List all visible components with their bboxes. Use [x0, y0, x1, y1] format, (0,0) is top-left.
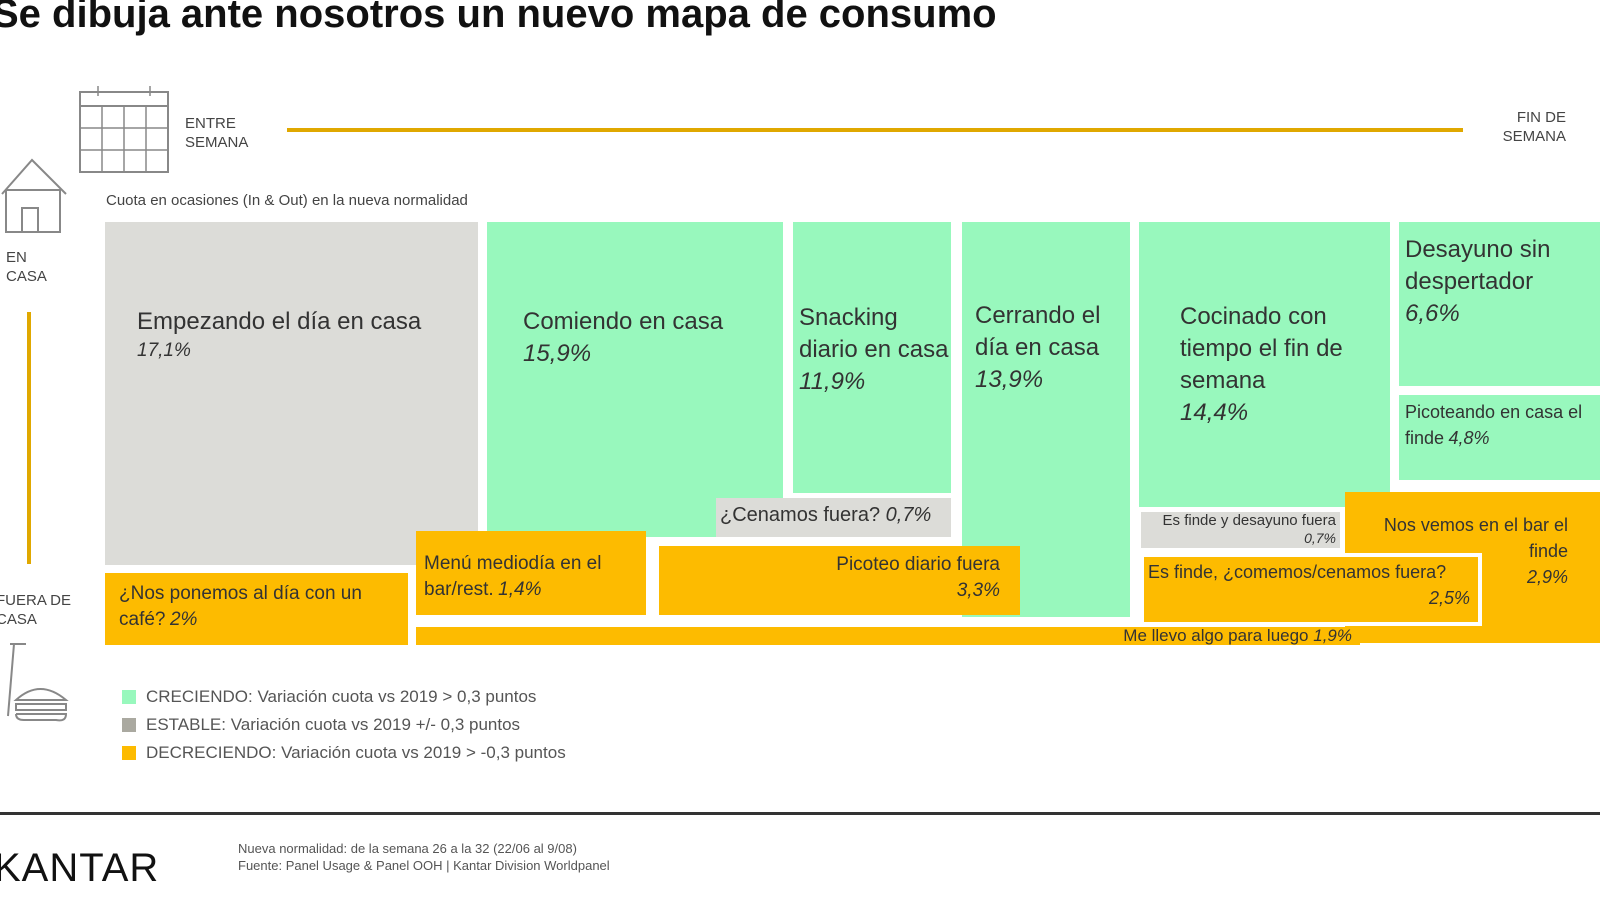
weekend-label: FIN DE SEMANA	[1502, 109, 1566, 145]
cell-cocinado: Cocinado con tiempo el fin de semana 14,4…	[1139, 222, 1390, 507]
legend-label: ESTABLE: Variación cuota vs 2019 +/- 0,3…	[146, 715, 521, 734]
legend-label: CRECIENDO: Variación cuota vs 2019 > 0,3…	[146, 687, 537, 706]
legend-swatch	[122, 690, 136, 704]
legend: CRECIENDO: Variación cuota vs 2019 > 0,3…	[122, 683, 566, 767]
chart-subtitle: Cuota en ocasiones (In & Out) en la nuev…	[106, 192, 468, 209]
home-out-axis	[27, 312, 31, 564]
cell-snacking: Snacking diario en casa 11,9%	[793, 222, 951, 493]
footer-source: Fuente: Panel Usage & Panel OOH | Kantar…	[238, 858, 610, 873]
cell-cafe: ¿Nos ponemos al día con un café? 2%	[105, 573, 408, 645]
legend-item-growing: CRECIENDO: Variación cuota vs 2019 > 0,3…	[122, 683, 566, 711]
home-label: EN CASA	[6, 249, 47, 285]
legend-item-decreasing: DECRECIENDO: Variación cuota vs 2019 > -…	[122, 739, 566, 767]
footer-note: Nueva normalidad: de la semana 26 a la 3…	[238, 841, 577, 856]
legend-item-stable: ESTABLE: Variación cuota vs 2019 +/- 0,3…	[122, 711, 566, 739]
cell-picoteando: Picoteando en casa el finde 4,8%	[1399, 395, 1600, 480]
legend-swatch	[122, 718, 136, 732]
cell-finde-comemos: Es finde, ¿comemos/cenamos fuera? 2,5%	[1140, 553, 1482, 626]
cell-desayuno: Desayuno sin despertador 6,6%	[1399, 222, 1600, 386]
footer-notes: Nueva normalidad: de la semana 26 a la 3…	[238, 840, 610, 874]
cell-cenamos: ¿Cenamos fuera? 0,7%	[716, 498, 951, 537]
cell-comiendo: Comiendo en casa 15,9%	[487, 222, 783, 537]
legend-swatch	[122, 746, 136, 760]
cell-me-llevo: Me llevo algo para luego 1,9%	[416, 627, 1360, 645]
cell-finde-desayuno: Es finde y desayuno fuera 0,7%	[1141, 512, 1340, 548]
legend-label: DECRECIENDO: Variación cuota vs 2019 > -…	[146, 743, 566, 762]
footer-divider	[0, 812, 1600, 815]
weekday-weekend-axis	[287, 128, 1463, 132]
house-icon	[1, 158, 67, 233]
burger-drink-icon	[7, 643, 69, 722]
cell-picoteo-fuera: Picoteo diario fuera 3,3%	[659, 546, 1020, 615]
cell-menu: Menú mediodía en el bar/rest. 1,4%	[416, 531, 646, 615]
out-label: FUERA DE CASA	[0, 592, 72, 628]
page-title: Se dibuja ante nosotros un nuevo mapa de…	[0, 0, 997, 36]
cell-empezando: Empezando el día en casa 17,1%	[105, 222, 478, 565]
calendar-icon	[79, 86, 169, 173]
kantar-logo: KANTAR	[0, 846, 160, 890]
weekday-label: ENTRE SEMANA	[185, 115, 249, 151]
